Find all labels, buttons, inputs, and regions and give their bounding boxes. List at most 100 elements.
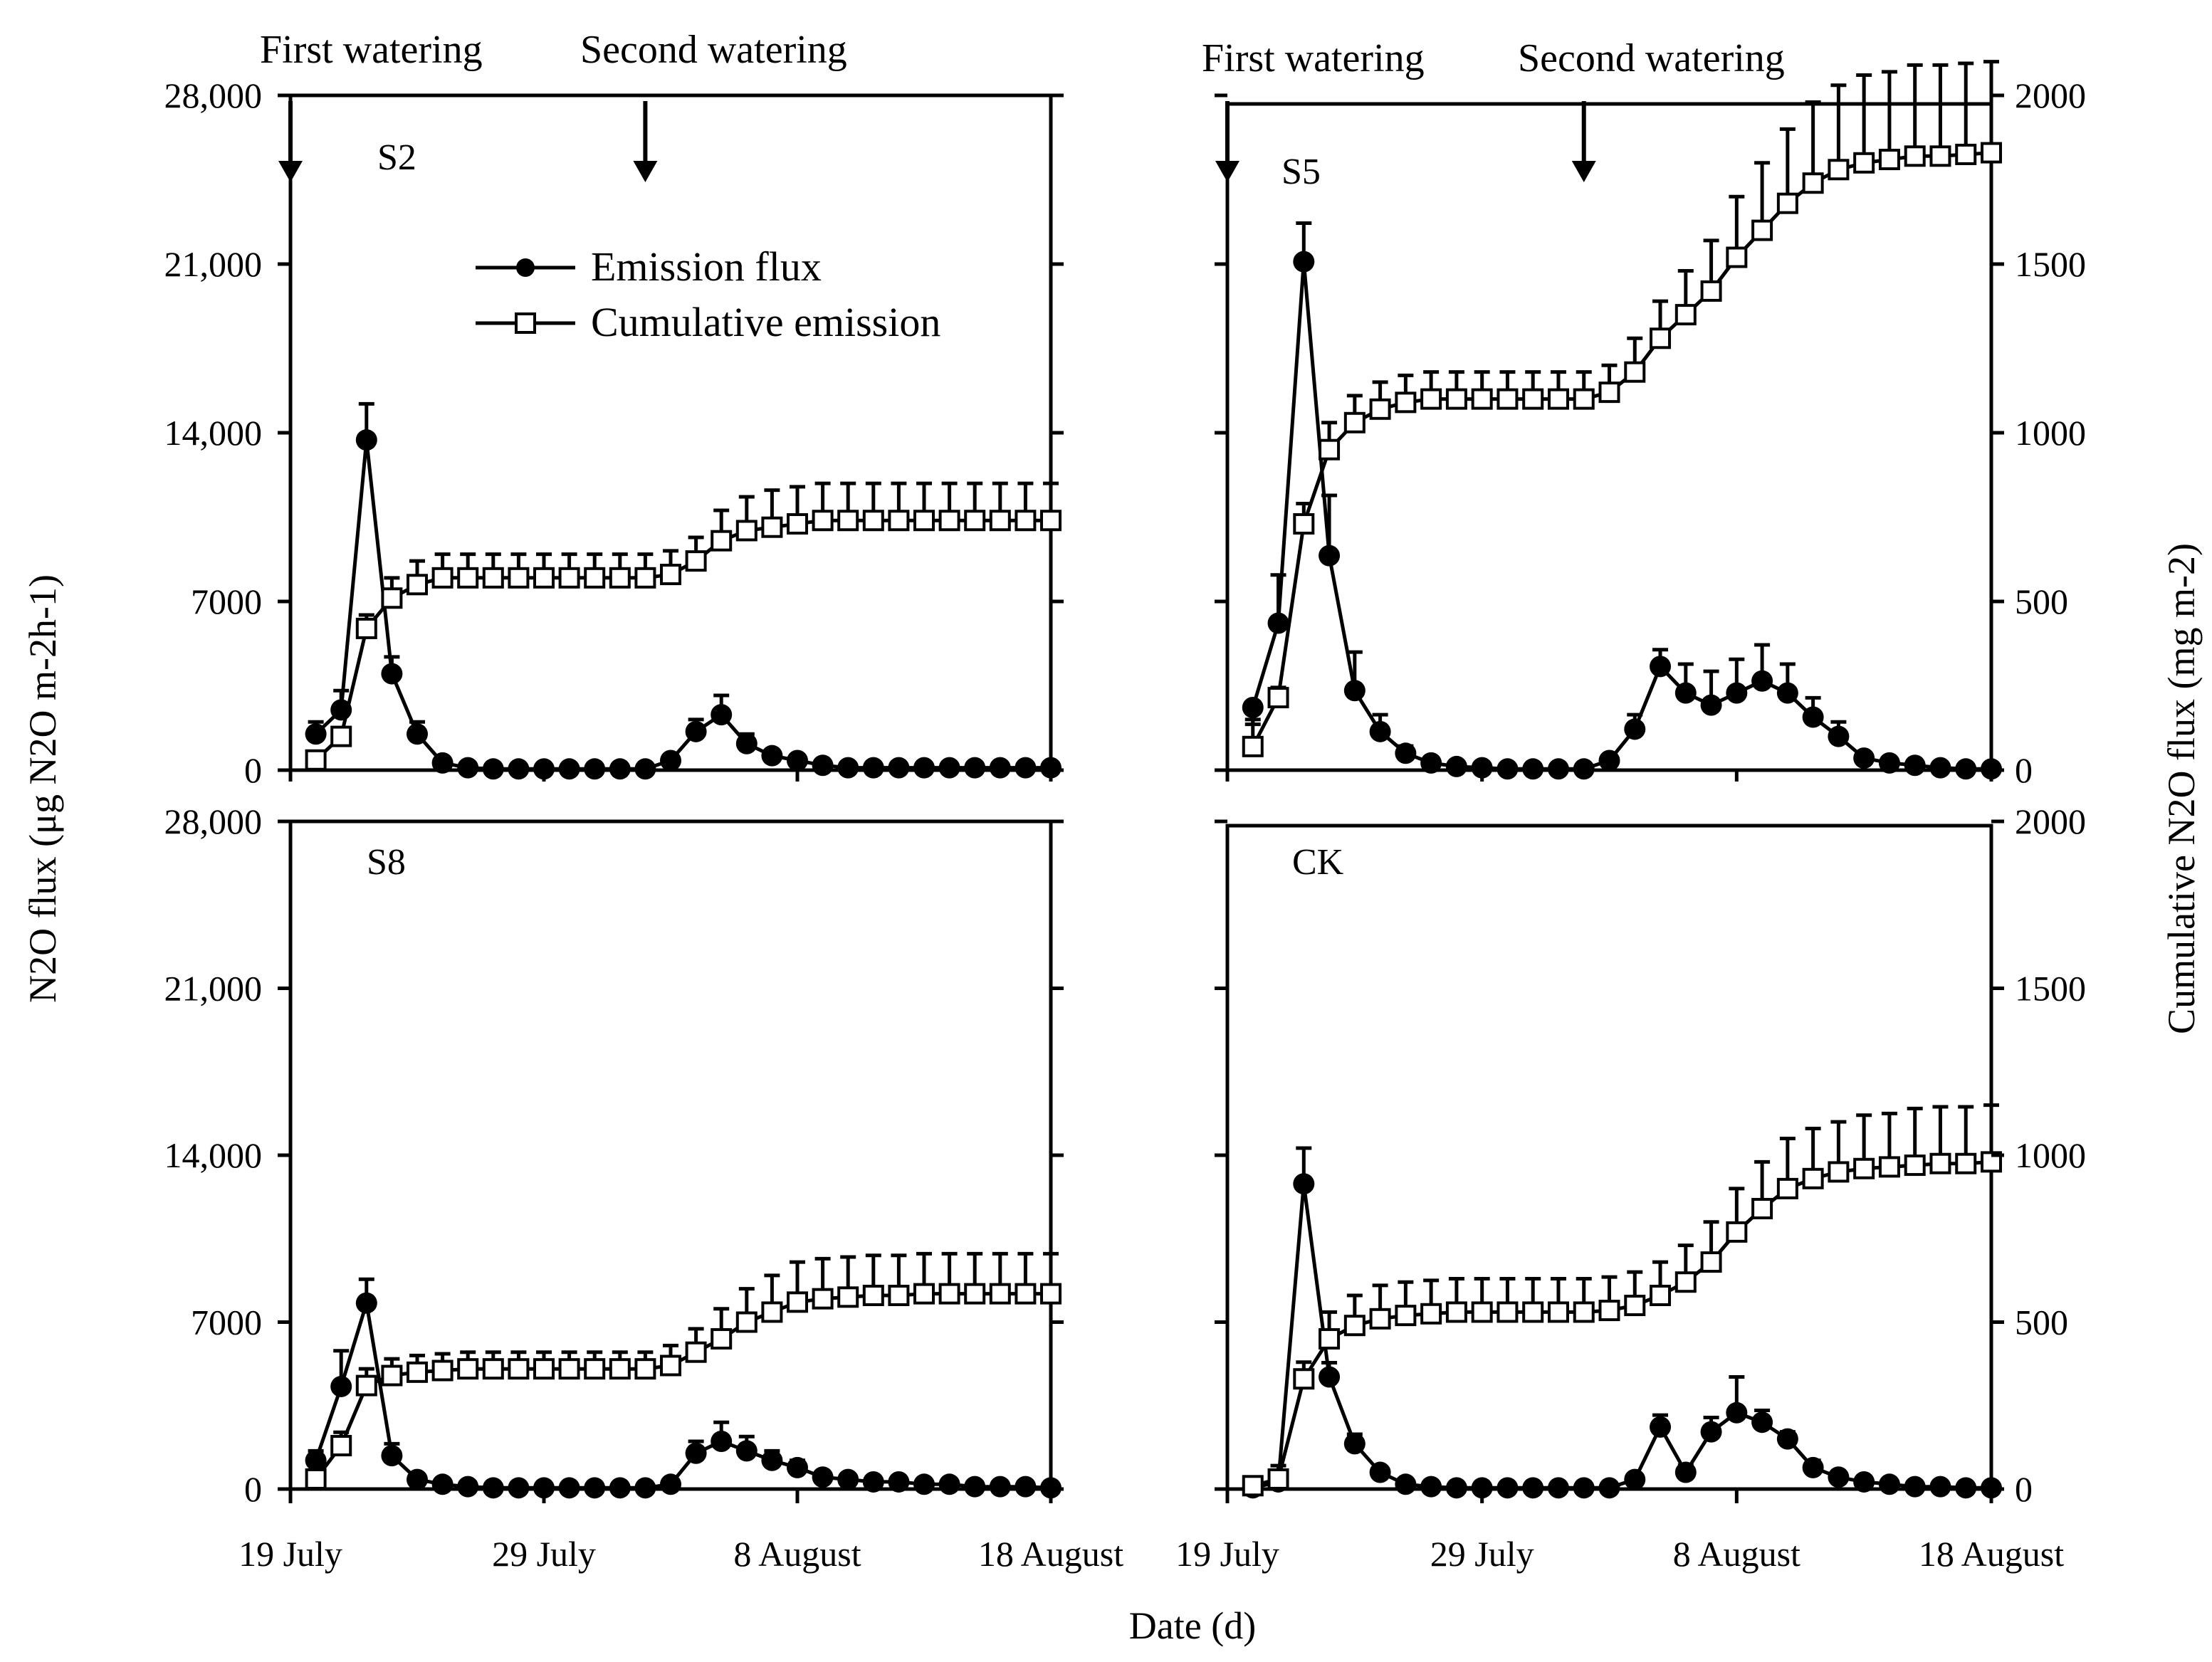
data-point-cumulative <box>1395 1305 1417 1327</box>
data-point-flux <box>1828 1466 1850 1488</box>
data-point-cumulative <box>1878 1156 1900 1178</box>
data-point-flux <box>1496 758 1519 780</box>
legend-cumulative-label: Cumulative emission <box>591 299 940 345</box>
data-point-flux <box>634 758 656 780</box>
data-point-cumulative <box>609 567 631 589</box>
left-tick-label: 28,000 <box>164 801 263 841</box>
data-point-cumulative <box>305 1468 327 1490</box>
data-point-flux <box>1650 656 1672 678</box>
data-point-flux <box>1242 696 1264 718</box>
data-point-flux <box>533 1477 555 1499</box>
panel-S8-label: S8 <box>367 842 406 883</box>
x-axis-title: Date (d) <box>1129 1604 1256 1647</box>
series-line-flux <box>314 439 1051 771</box>
data-point-cumulative <box>913 510 935 532</box>
data-point-cumulative <box>1573 1301 1595 1323</box>
legend-flux-label: Emission flux <box>591 243 822 290</box>
data-point-cumulative <box>1522 388 1544 410</box>
data-point-cumulative <box>913 1283 935 1305</box>
data-point-flux <box>989 757 1011 779</box>
panel-S2-marks <box>305 401 1062 780</box>
panel-S8: S8 <box>288 819 1062 1499</box>
data-point-cumulative <box>888 1284 910 1306</box>
data-point-flux <box>837 1468 859 1490</box>
data-point-cumulative <box>1802 1167 1824 1189</box>
data-point-cumulative <box>558 1358 580 1380</box>
data-point-cumulative <box>1853 1157 1875 1179</box>
data-point-flux <box>305 723 327 745</box>
data-point-flux <box>735 732 758 754</box>
data-point-flux <box>1319 545 1341 567</box>
data-point-cumulative <box>1267 1468 1289 1490</box>
data-point-flux <box>508 758 530 780</box>
data-point-cumulative <box>989 1283 1011 1305</box>
data-point-flux <box>1547 1477 1569 1499</box>
panel-S5-label: S5 <box>1281 152 1321 192</box>
x-tick-label: 19 July <box>239 1534 342 1574</box>
data-point-cumulative <box>1242 735 1264 757</box>
panel-CK-label: CK <box>1292 842 1344 883</box>
data-point-cumulative <box>1522 1301 1544 1323</box>
data-point-cumulative <box>508 567 530 589</box>
right-tick-label: 1000 <box>2015 413 2086 453</box>
data-point-flux <box>685 720 707 742</box>
data-point-cumulative <box>1981 142 2002 164</box>
left-tick-label: 14,000 <box>164 413 263 453</box>
data-point-flux <box>1624 1468 1646 1490</box>
data-point-flux <box>1369 1461 1391 1483</box>
data-point-cumulative <box>1904 1155 1926 1177</box>
left-tick-label: 21,000 <box>164 969 263 1009</box>
data-point-flux <box>1293 251 1315 273</box>
data-point-flux <box>1573 1477 1595 1499</box>
data-point-cumulative <box>1624 361 1646 383</box>
data-point-flux <box>964 1476 986 1498</box>
data-point-cumulative <box>330 725 352 747</box>
data-point-cumulative <box>1598 1300 1620 1322</box>
data-point-cumulative <box>1343 411 1366 433</box>
data-point-cumulative <box>888 510 910 532</box>
data-point-flux <box>1624 718 1646 740</box>
right-tick-label: 0 <box>2015 750 2033 790</box>
data-point-flux <box>355 1292 377 1314</box>
data-point-cumulative <box>812 1288 834 1310</box>
data-point-cumulative <box>1496 388 1519 410</box>
data-point-flux <box>862 757 884 779</box>
data-point-cumulative <box>1471 1301 1493 1323</box>
right-tick-label: 2000 <box>2015 801 2086 841</box>
data-point-flux <box>1395 1473 1417 1495</box>
data-point-cumulative <box>1496 1301 1519 1323</box>
data-point-flux <box>1751 1411 1773 1434</box>
data-point-cumulative <box>964 1283 986 1305</box>
data-point-flux <box>1015 1476 1037 1498</box>
left-axis-title: N2O flux (μg N2O m-2h-1) <box>21 574 64 1003</box>
data-point-cumulative <box>964 510 986 532</box>
data-point-cumulative <box>584 1358 606 1380</box>
data-point-cumulative <box>787 1291 808 1313</box>
right-tick-label: 1500 <box>2015 244 2086 284</box>
data-point-cumulative <box>989 510 1011 532</box>
data-point-cumulative <box>862 510 884 532</box>
data-point-cumulative <box>305 749 327 771</box>
data-point-flux <box>634 1477 656 1499</box>
data-point-cumulative <box>1445 388 1467 410</box>
data-point-cumulative <box>1369 1308 1391 1330</box>
data-point-flux <box>1828 725 1850 747</box>
data-point-flux <box>1878 752 1900 774</box>
data-point-cumulative <box>1267 687 1289 709</box>
data-point-cumulative <box>1242 1475 1264 1497</box>
data-point-flux <box>1471 1477 1493 1499</box>
data-point-cumulative <box>457 1358 479 1380</box>
data-point-cumulative <box>787 512 808 535</box>
data-point-flux <box>1726 682 1748 704</box>
data-point-flux <box>812 754 834 777</box>
x-tick-label: 8 August <box>733 1534 861 1574</box>
data-point-cumulative <box>1343 1315 1366 1337</box>
data-point-flux <box>787 1456 808 1478</box>
data-point-flux <box>837 757 859 779</box>
data-point-cumulative <box>533 1358 555 1380</box>
data-point-cumulative <box>355 1374 377 1397</box>
right-tick-label: 2000 <box>2015 75 2086 115</box>
data-point-flux <box>457 1476 479 1498</box>
data-point-flux <box>407 1468 428 1490</box>
